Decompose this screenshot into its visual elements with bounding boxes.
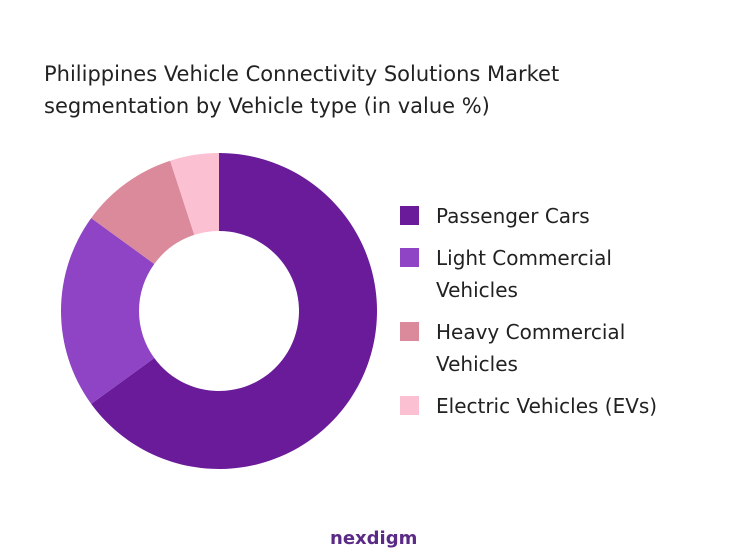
legend-label: Light Commercial Vehicles: [436, 246, 612, 302]
legend-item: Light Commercial Vehicles: [400, 242, 700, 306]
legend-label: Heavy Commercial Vehicles: [436, 320, 626, 376]
slice: [91, 160, 195, 264]
slice: [91, 153, 377, 469]
legend-item: Electric Vehicles (EVs): [400, 390, 700, 422]
legend-item: Heavy Commercial Vehicles: [400, 316, 700, 380]
legend-item: Passenger Cars: [400, 200, 700, 232]
legend: Passenger Cars Light Commercial Vehicles H…: [400, 200, 700, 432]
legend-swatch: [400, 396, 419, 415]
legend-swatch: [400, 322, 419, 341]
watermark: nexdigm: [330, 528, 418, 549]
legend-swatch: [400, 248, 419, 267]
legend-label: Electric Vehicles (EVs): [436, 394, 658, 418]
slice: [170, 153, 219, 235]
legend-swatch: [400, 206, 419, 225]
legend-label: Passenger Cars: [436, 204, 590, 228]
slice: [61, 218, 155, 404]
chart-title: Philippines Vehicle Connectivity Solutio…: [44, 62, 560, 118]
